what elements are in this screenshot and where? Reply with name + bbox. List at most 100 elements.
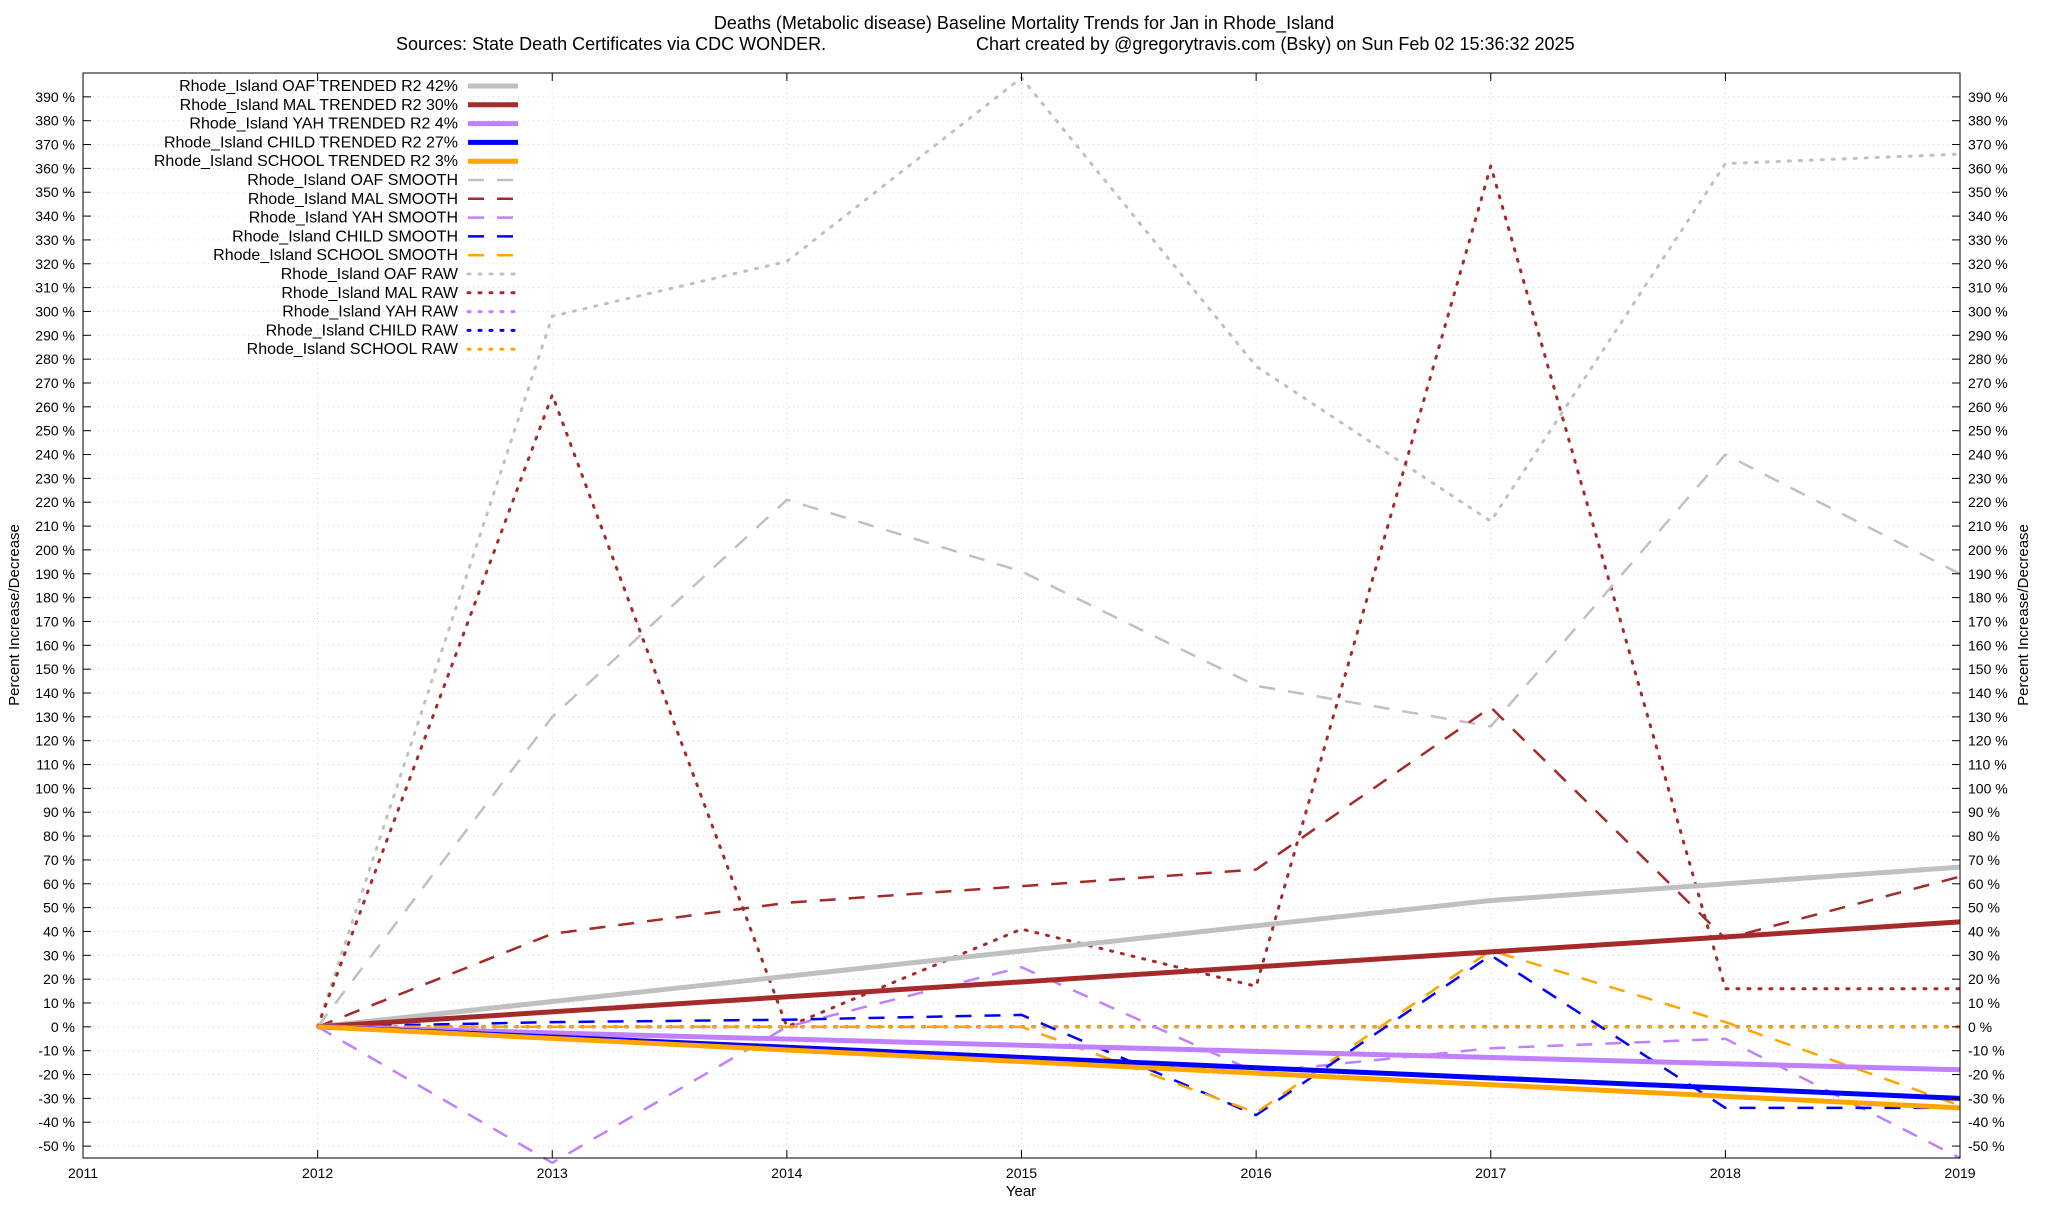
y-tick-label-left: 80 % bbox=[43, 828, 75, 844]
y-tick-label-left: 150 % bbox=[35, 661, 75, 677]
y-tick-label-right: 300 % bbox=[1968, 303, 2008, 319]
y-tick-label-left: 240 % bbox=[35, 447, 75, 463]
y-tick-label-right: 160 % bbox=[1968, 637, 2008, 653]
y-tick-label-left: 140 % bbox=[35, 685, 75, 701]
y-tick-label-right: 330 % bbox=[1968, 232, 2008, 248]
x-tick-label: 2014 bbox=[771, 1165, 802, 1181]
series-layer bbox=[316, 76, 1962, 1165]
series-line-mal-trended bbox=[317, 919, 1961, 1030]
y-tick-label-left: 340 % bbox=[35, 208, 75, 224]
legend-entry-label: Rhode_Island SCHOOL TRENDED R2 3% bbox=[154, 153, 458, 170]
y-tick-label-right: 310 % bbox=[1968, 280, 2008, 296]
y-tick-label-left: 20 % bbox=[43, 971, 75, 987]
y-tick-label-right: 380 % bbox=[1968, 113, 2008, 129]
y-tick-label-right: 170 % bbox=[1968, 613, 2008, 629]
y-tick-label-right: 200 % bbox=[1968, 542, 2008, 558]
y-tick-label-right: 290 % bbox=[1968, 327, 2008, 343]
y-tick-label-right: 20 % bbox=[1968, 971, 2000, 987]
y-tick-label-left: -50 % bbox=[38, 1138, 75, 1154]
y-tick-label-left: 70 % bbox=[43, 852, 75, 868]
chart-subtitle-sources: Sources: State Death Certificates via CD… bbox=[396, 34, 826, 54]
y-tick-label-right: 390 % bbox=[1968, 89, 2008, 105]
y-tick-label-right: 270 % bbox=[1968, 375, 2008, 391]
y-tick-label-left: 180 % bbox=[35, 590, 75, 606]
y-tick-label-left: 230 % bbox=[35, 470, 75, 486]
y-tick-label-left: 160 % bbox=[35, 637, 75, 653]
series-line-mal-raw bbox=[316, 164, 1962, 1029]
legend-entry-label: Rhode_Island CHILD TRENDED R2 27% bbox=[164, 134, 458, 151]
y-tick-label-right: 120 % bbox=[1968, 733, 2008, 749]
y-tick-label-right: 130 % bbox=[1968, 709, 2008, 725]
y-tick-label-right: 30 % bbox=[1968, 947, 2000, 963]
series-line-oaf-smooth bbox=[316, 453, 1961, 1028]
y-tick-label-right: 110 % bbox=[1968, 757, 2007, 773]
legend-entry-label: Rhode_Island MAL RAW bbox=[281, 285, 459, 302]
y-tick-label-right: 320 % bbox=[1968, 256, 2008, 272]
x-tick-label: 2017 bbox=[1475, 1165, 1506, 1181]
x-tick-label: 2013 bbox=[537, 1165, 568, 1181]
y-tick-label-right: 50 % bbox=[1968, 900, 2000, 916]
y-tick-label-left: 130 % bbox=[35, 709, 75, 725]
legend-entry-label: Rhode_Island SCHOOL RAW bbox=[247, 341, 459, 358]
legend-entry-label: Rhode_Island MAL TRENDED R2 30% bbox=[180, 97, 458, 114]
legend-entry-label: Rhode_Island YAH SMOOTH bbox=[249, 210, 458, 227]
y-tick-label-left: 320 % bbox=[35, 256, 75, 272]
y-tick-label-right: 370 % bbox=[1968, 137, 2008, 153]
x-tick-label: 2016 bbox=[1241, 1165, 1272, 1181]
y-axis-label-right: Percent Increase/Decrease bbox=[2015, 524, 2032, 706]
y-tick-label-left: 300 % bbox=[35, 303, 75, 319]
y-tick-label-left: -20 % bbox=[38, 1067, 75, 1083]
y-tick-label-right: 60 % bbox=[1968, 876, 2000, 892]
y-tick-label-right: 10 % bbox=[1968, 995, 2000, 1011]
y-tick-label-left: 260 % bbox=[35, 399, 75, 415]
series-line-yah-smooth bbox=[316, 965, 1961, 1165]
series-line-school-smooth bbox=[317, 949, 1961, 1114]
y-tick-label-right: -50 % bbox=[1968, 1138, 2005, 1154]
series-line-oaf-trended bbox=[317, 864, 1961, 1030]
y-tick-label-right: 150 % bbox=[1968, 661, 2008, 677]
y-tick-label-left: 370 % bbox=[35, 137, 75, 153]
y-tick-label-left: 60 % bbox=[43, 876, 75, 892]
y-tick-label-left: 220 % bbox=[35, 494, 75, 510]
y-tick-label-left: 350 % bbox=[35, 184, 75, 200]
y-tick-label-right: 100 % bbox=[1968, 780, 2008, 796]
series-line-mal-smooth bbox=[317, 706, 1961, 1028]
y-tick-label-left: -10 % bbox=[38, 1043, 75, 1059]
y-tick-label-right: 40 % bbox=[1968, 923, 2000, 939]
legend-entry-label: Rhode_Island OAF TRENDED R2 42% bbox=[179, 78, 458, 95]
y-tick-label-right: 340 % bbox=[1968, 208, 2008, 224]
x-tick-label: 2015 bbox=[1006, 1165, 1037, 1181]
legend-entry-label: Rhode_Island SCHOOL SMOOTH bbox=[213, 247, 458, 264]
legend: Rhode_Island OAF TRENDED R2 42% Rhode_Isl… bbox=[154, 78, 520, 358]
y-tick-label-left: 50 % bbox=[43, 900, 75, 916]
legend-entry-label: Rhode_Island YAH RAW bbox=[282, 304, 459, 321]
y-tick-label-left: 170 % bbox=[35, 613, 75, 629]
y-tick-label-right: -20 % bbox=[1968, 1067, 2005, 1083]
series-line-school-trended bbox=[317, 1024, 1961, 1111]
y-tick-label-right: -40 % bbox=[1968, 1114, 2005, 1130]
y-tick-label-right: 180 % bbox=[1968, 590, 2008, 606]
y-tick-label-right: 230 % bbox=[1968, 470, 2008, 486]
x-tick-label: 2019 bbox=[1944, 1165, 1975, 1181]
y-tick-label-left: 280 % bbox=[35, 351, 75, 367]
chart-subtitle-credit: Chart created by @gregorytravis.com (Bsk… bbox=[976, 34, 1575, 54]
legend-entry-label: Rhode_Island YAH TRENDED R2 4% bbox=[189, 116, 458, 133]
y-tick-label-left: 360 % bbox=[35, 160, 75, 176]
series-line-yah-trended bbox=[317, 1024, 1961, 1073]
y-tick-label-right: 240 % bbox=[1968, 447, 2008, 463]
series-line-child-smooth bbox=[317, 954, 1960, 1117]
y-tick-label-right: 250 % bbox=[1968, 423, 2008, 439]
y-tick-label-left: 330 % bbox=[35, 232, 75, 248]
y-tick-label-left: 190 % bbox=[35, 566, 75, 582]
y-tick-label-right: 70 % bbox=[1968, 852, 2000, 868]
y-tick-label-right: 140 % bbox=[1968, 685, 2008, 701]
y-tick-label-right: -30 % bbox=[1968, 1090, 2005, 1106]
y-tick-label-left: 0 % bbox=[51, 1019, 75, 1035]
y-tick-label-right: -10 % bbox=[1968, 1043, 2005, 1059]
legend-entry-label: Rhode_Island OAF SMOOTH bbox=[247, 172, 458, 189]
y-tick-label-left: 390 % bbox=[35, 89, 75, 105]
y-tick-label-right: 360 % bbox=[1968, 160, 2008, 176]
x-tick-label: 2011 bbox=[68, 1165, 98, 1181]
